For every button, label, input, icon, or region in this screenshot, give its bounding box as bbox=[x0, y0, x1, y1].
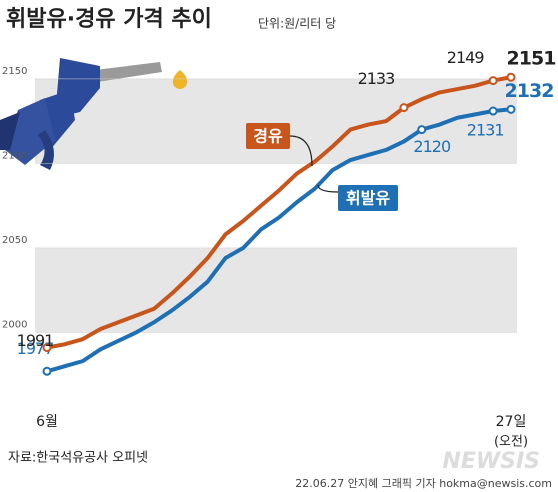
source: 자료:한국석유공사 오피넷 bbox=[8, 451, 148, 466]
x-tick-label: 27일 bbox=[496, 414, 527, 430]
point-marker bbox=[42, 366, 52, 376]
y-tick-label: 2100 bbox=[2, 150, 27, 161]
x-tick-label: 6월 bbox=[36, 414, 58, 430]
value-label: 2133 bbox=[358, 69, 395, 88]
value-label: 1977 bbox=[17, 339, 54, 358]
y-tick-label: 2050 bbox=[2, 235, 27, 246]
legend-box bbox=[338, 185, 398, 211]
point-marker bbox=[42, 343, 52, 353]
point-marker bbox=[488, 76, 498, 86]
value-label: 2149 bbox=[447, 48, 485, 67]
legend-box bbox=[246, 123, 290, 149]
watermark: NEWSIS bbox=[442, 449, 540, 474]
legend-arrow bbox=[317, 184, 339, 193]
legend-label: 휘발유 bbox=[346, 189, 390, 208]
point-marker bbox=[506, 104, 516, 114]
y-tick-label: 2150 bbox=[2, 66, 27, 77]
value-label: 2120 bbox=[413, 137, 451, 156]
series-line bbox=[46, 75, 512, 350]
point-marker bbox=[488, 106, 498, 116]
value-label: 2132 bbox=[505, 80, 554, 102]
point-marker bbox=[417, 125, 427, 135]
value-label: 1991 bbox=[17, 331, 54, 350]
value-label: 2151 bbox=[507, 48, 556, 70]
legend-label: 경유 bbox=[253, 127, 283, 146]
y-tick-label: 2000 bbox=[2, 319, 27, 330]
grid-band bbox=[35, 247, 517, 333]
series-line bbox=[46, 107, 512, 374]
chart-title: 휘발유·경유 가격 추이 bbox=[6, 7, 212, 32]
credit: 22.06.27 안지혜 그래픽 기자 hokma@newsis.com bbox=[295, 477, 552, 490]
x-note: (오전) bbox=[494, 435, 528, 450]
point-marker bbox=[399, 103, 409, 113]
value-label: 2131 bbox=[467, 121, 504, 140]
nozzle-illustration bbox=[0, 58, 188, 170]
unit-label: 단위:원/리터 당 bbox=[258, 17, 336, 31]
legend-arrow bbox=[289, 135, 313, 167]
point-marker bbox=[506, 72, 516, 82]
